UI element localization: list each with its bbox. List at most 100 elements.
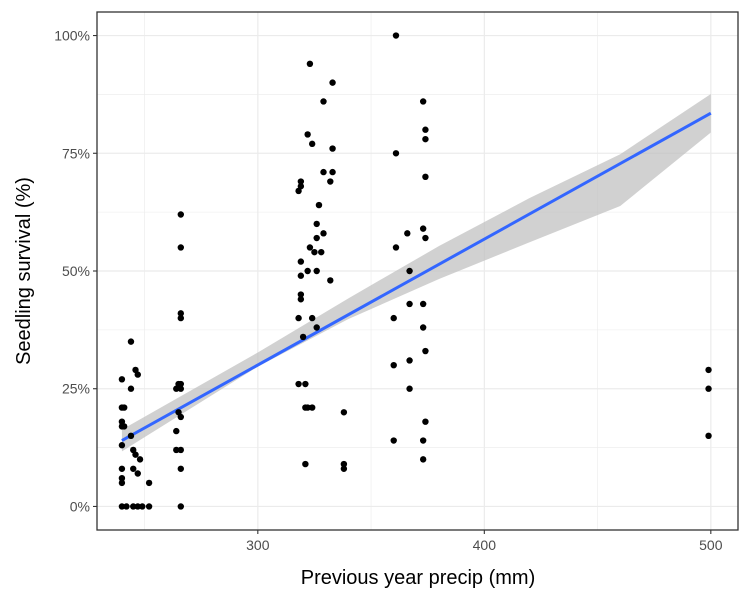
y-tick-label: 0% xyxy=(70,498,90,514)
data-point xyxy=(306,60,314,67)
data-point xyxy=(177,413,185,421)
trend-line-layer xyxy=(121,111,712,442)
data-point xyxy=(306,244,314,251)
data-point xyxy=(118,503,126,510)
data-point xyxy=(329,145,336,152)
data-point xyxy=(313,234,320,242)
data-point xyxy=(422,126,429,133)
confidence-band xyxy=(121,93,711,452)
data-point xyxy=(120,423,128,430)
data-point xyxy=(297,183,305,190)
data-point xyxy=(327,178,334,185)
data-point xyxy=(392,244,400,251)
data-point xyxy=(390,361,397,369)
data-point xyxy=(406,267,413,275)
data-point xyxy=(313,267,320,275)
data-point xyxy=(422,173,429,181)
y-tick-label: 75% xyxy=(62,145,90,161)
data-point xyxy=(302,460,309,468)
data-point xyxy=(118,442,126,449)
data-point xyxy=(419,98,427,105)
data-point xyxy=(419,456,427,463)
data-point xyxy=(313,220,320,228)
data-point xyxy=(136,456,144,463)
data-point xyxy=(313,324,320,331)
data-point xyxy=(134,503,141,510)
data-point xyxy=(329,168,336,176)
data-point xyxy=(130,503,137,510)
data-point xyxy=(422,347,429,355)
data-point xyxy=(297,291,305,298)
data-point xyxy=(123,503,130,510)
data-point xyxy=(127,385,135,392)
data-point xyxy=(320,230,327,237)
x-tick-label: 500 xyxy=(699,537,723,553)
data-point xyxy=(340,409,348,416)
tick-layer: 300 400 500 0% 25% 50% 75% 100% xyxy=(54,28,723,553)
data-point xyxy=(419,300,427,308)
x-axis-title: Previous year precip (mm) xyxy=(301,567,536,589)
data-point xyxy=(340,465,348,472)
data-point xyxy=(132,451,139,458)
data-point xyxy=(406,300,413,308)
data-point xyxy=(177,380,185,388)
x-tick-label: 400 xyxy=(473,537,497,553)
data-point xyxy=(118,475,126,482)
confidence-band-layer xyxy=(121,93,711,452)
y-tick-label: 25% xyxy=(62,381,90,397)
data-point xyxy=(308,314,316,322)
data-point xyxy=(320,168,327,176)
data-point xyxy=(297,178,305,185)
data-point xyxy=(705,432,712,440)
data-point xyxy=(139,503,146,510)
data-point xyxy=(329,79,336,86)
data-point xyxy=(390,437,397,444)
data-point xyxy=(118,376,126,383)
y-tick-label: 100% xyxy=(54,28,90,44)
data-point xyxy=(177,503,185,510)
data-point xyxy=(177,314,185,322)
data-point xyxy=(118,479,126,487)
data-point xyxy=(297,272,305,279)
data-point xyxy=(127,338,135,345)
data-point xyxy=(304,267,311,275)
data-point xyxy=(422,135,429,143)
data-point xyxy=(311,248,318,256)
data-point xyxy=(304,131,311,138)
data-point xyxy=(295,380,302,388)
data-point xyxy=(419,437,427,444)
points-layer xyxy=(118,32,712,510)
data-point xyxy=(130,465,137,472)
data-point xyxy=(297,258,305,265)
data-point xyxy=(127,432,135,440)
data-point xyxy=(173,446,180,454)
data-point xyxy=(320,98,327,105)
data-point xyxy=(302,380,309,388)
data-point xyxy=(145,479,153,487)
data-point xyxy=(308,140,316,148)
data-point xyxy=(315,201,323,209)
data-point xyxy=(177,211,185,218)
data-point xyxy=(120,404,128,411)
data-point xyxy=(318,248,325,256)
y-axis-title: Seedling survival (%) xyxy=(13,177,35,365)
data-point xyxy=(134,371,141,378)
data-point xyxy=(705,366,712,374)
data-point xyxy=(177,465,185,472)
data-point xyxy=(406,385,413,392)
x-tick-label: 300 xyxy=(246,537,270,553)
data-point xyxy=(308,404,316,411)
data-point xyxy=(173,427,180,435)
data-point xyxy=(327,277,334,284)
data-point xyxy=(392,150,400,157)
data-point xyxy=(177,310,185,317)
data-point xyxy=(177,385,185,392)
data-point xyxy=(304,404,311,411)
data-point xyxy=(406,357,413,364)
data-point xyxy=(134,470,141,477)
data-point xyxy=(422,418,429,425)
data-point xyxy=(419,225,427,232)
data-point xyxy=(392,32,400,39)
